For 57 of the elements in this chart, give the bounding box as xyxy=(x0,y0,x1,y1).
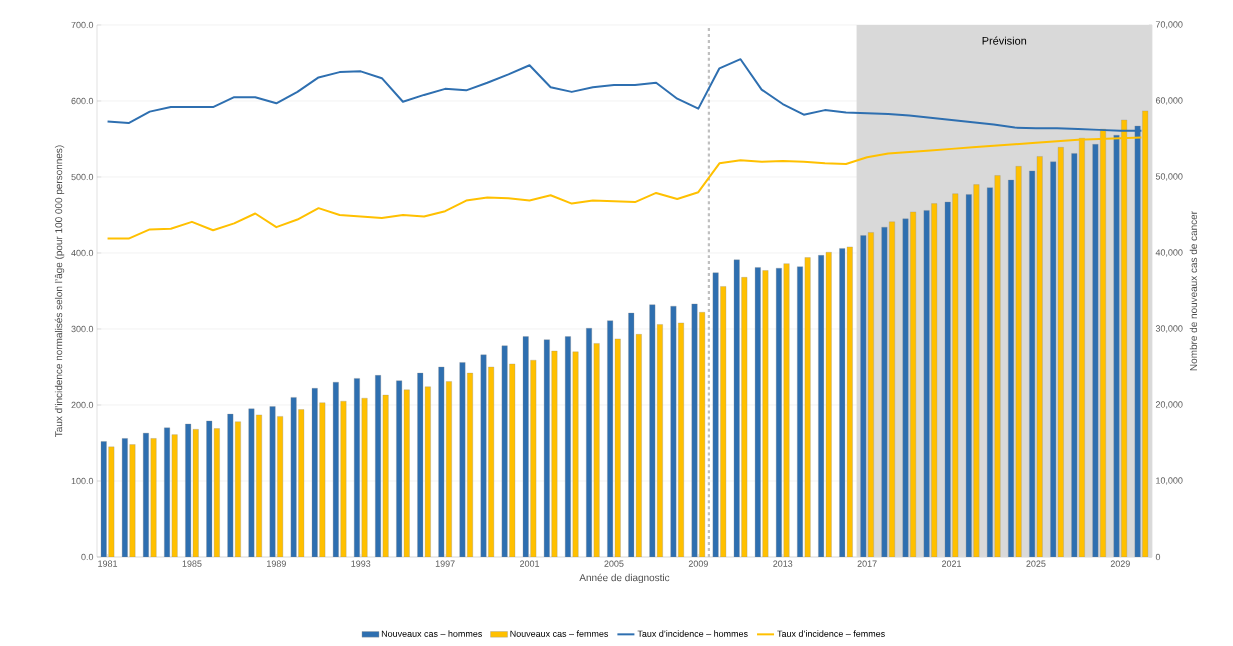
bar xyxy=(881,227,888,557)
y2-tick-label: 30,000 xyxy=(1155,325,1183,333)
y-tick-label: 300.0 xyxy=(71,325,94,333)
bar xyxy=(572,351,579,557)
x-tick-label: 2013 xyxy=(773,560,793,567)
bar xyxy=(994,175,1001,557)
y-tick-label: 200.0 xyxy=(71,401,94,409)
bar xyxy=(1092,144,1099,557)
bar xyxy=(902,218,909,557)
y-tick-label: 500.0 xyxy=(71,173,94,181)
x-tick-label: 1989 xyxy=(267,560,286,567)
x-tick-label: 2017 xyxy=(857,560,877,567)
y-tick-label: 700.0 xyxy=(71,21,94,29)
band-label: Prévision xyxy=(982,36,1027,45)
legend-label: Taux d’incidence – femmes xyxy=(777,630,885,637)
y2-axis-title: Nombre de nouveaux cas de cancer xyxy=(1189,211,1198,371)
bar xyxy=(248,408,255,557)
bar xyxy=(762,270,769,557)
x-tick-label: 1993 xyxy=(351,560,371,567)
x-tick-label: 2005 xyxy=(604,560,624,567)
x-axis-title: Année de diagnostic xyxy=(579,573,670,584)
bar xyxy=(670,306,677,557)
bar xyxy=(340,401,347,557)
bar xyxy=(150,438,157,557)
bar xyxy=(459,362,466,557)
bar xyxy=(783,263,790,557)
x-tick-label: 2029 xyxy=(1110,560,1130,567)
legend-label: Nouveaux cas – hommes xyxy=(381,630,482,637)
y2-tick-label: 70,000 xyxy=(1155,21,1183,29)
y-tick-label: 400.0 xyxy=(71,249,94,257)
x-tick-label: 2009 xyxy=(688,560,708,567)
bar xyxy=(129,444,136,557)
y-axis-title: Taux d’incidence normalisés selon l’âge (pour 100 000 personnes) xyxy=(54,145,65,437)
bar xyxy=(480,354,487,557)
y2-tick-label: 50,000 xyxy=(1155,173,1183,181)
y-tick-label: 100.0 xyxy=(71,477,94,485)
y2-tick-label: 20,000 xyxy=(1155,401,1183,409)
x-tick-label: 1985 xyxy=(182,560,202,567)
x-tick-label: 2025 xyxy=(1026,560,1046,567)
x-tick-label: 1997 xyxy=(435,560,455,567)
y2-tick-label: 10,000 xyxy=(1156,477,1183,485)
legend-label: Nouveaux cas – femmes xyxy=(510,630,609,637)
y-tick-label: 0.0 xyxy=(81,553,94,561)
legend-label: Taux d’incidence – hommes xyxy=(637,630,748,637)
bar xyxy=(361,398,368,557)
bar xyxy=(973,184,980,557)
x-tick-label: 2021 xyxy=(942,560,962,567)
bar xyxy=(551,350,558,557)
x-tick-label: 2001 xyxy=(520,560,540,567)
y2-tick-label: 0 xyxy=(1155,553,1161,561)
x-tick-label: 1981 xyxy=(98,560,118,567)
bar xyxy=(269,406,276,557)
bar xyxy=(1113,135,1120,557)
y2-tick-label: 40,000 xyxy=(1155,249,1183,257)
y-tick-label: 600.0 xyxy=(71,97,94,105)
bar xyxy=(691,303,698,557)
y2-tick-label: 60,000 xyxy=(1155,97,1183,105)
